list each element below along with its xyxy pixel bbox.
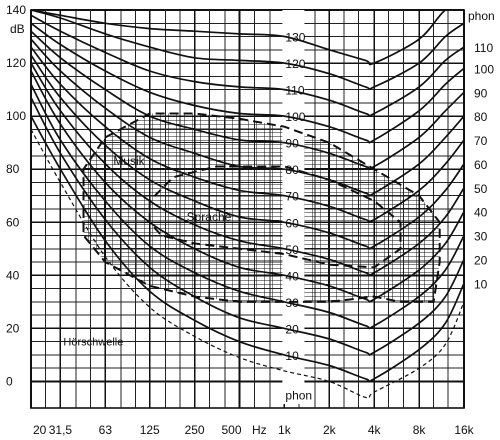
center-phon-label: 30	[285, 296, 299, 310]
right-phon-label: 30	[474, 230, 488, 244]
phon-curve-90	[31, 30, 464, 171]
right-phon-label: 100	[474, 62, 494, 76]
x-tick-label: 1k	[278, 423, 292, 437]
center-phon-label: 100	[285, 110, 305, 124]
x-tick-label: 16k	[454, 423, 474, 437]
center-phon-label: 110	[285, 84, 304, 98]
x-tick-label: 2k	[323, 423, 337, 437]
region-hatch-1	[149, 166, 401, 268]
phon-curve-80	[31, 38, 464, 197]
center-phon-label: 60	[285, 216, 299, 230]
x-tick-label: 125	[140, 423, 160, 437]
phon-curve-60	[31, 54, 464, 250]
y-tick-label: 100	[6, 109, 26, 123]
center-phon-label: 90	[285, 137, 299, 151]
hearing-threshold-label: Hörschwelle	[63, 337, 123, 349]
right-phon-label: 60	[474, 158, 488, 172]
phon-curve-20	[31, 97, 464, 356]
x-tick-label: 31,5	[49, 423, 73, 437]
x-tick-label: 500	[221, 423, 241, 437]
y-tick-label: 140	[6, 3, 26, 17]
hearing-threshold-curve	[31, 129, 464, 399]
region-outline-0	[82, 112, 441, 303]
x-tick-label: 63	[99, 423, 113, 437]
x-tick-label: 250	[185, 423, 205, 437]
right-phon-label: 40	[474, 206, 488, 220]
y-tick-label: 0	[6, 374, 13, 388]
region-label-sprache: Sprache	[187, 210, 232, 224]
phon-curve-100	[31, 22, 464, 144]
center-phon-label: 70	[285, 190, 299, 204]
right-phon-label: 90	[474, 86, 488, 100]
phon-curve-130	[31, 10, 448, 66]
right-phon-label: 80	[474, 110, 488, 124]
x-tick-label: 8k	[413, 423, 427, 437]
y-tick-label: 60	[6, 215, 20, 229]
center-phon-label: 130	[285, 31, 305, 45]
center-phon-label: 40	[285, 269, 299, 283]
phon-curve-110	[31, 14, 464, 117]
y-tick-label: 120	[6, 56, 26, 70]
phon-curve-30	[31, 83, 464, 330]
right-phon-label: 50	[474, 182, 488, 196]
region-outlines	[82, 112, 441, 303]
y-tick-label: 80	[6, 162, 20, 176]
center-phon-label: phon	[285, 389, 312, 403]
x-tick-label: 4k	[368, 423, 382, 437]
center-phon-label: 80	[285, 163, 299, 177]
region-label-musik: Musik	[113, 154, 145, 168]
x-tick-label: 20	[33, 423, 47, 437]
y-tick-label: 20	[6, 321, 20, 335]
phon-curve-10	[31, 115, 464, 383]
phon-curve-120	[31, 10, 464, 91]
phon-curve-50	[31, 62, 464, 277]
y-axis-unit: dB	[10, 22, 25, 36]
center-phon-label: 10	[285, 349, 299, 363]
phon-curve-70	[31, 46, 464, 224]
center-phon-label: 50	[285, 243, 299, 257]
x-axis-unit: Hz	[252, 423, 267, 437]
right-phon-label: 20	[474, 253, 488, 267]
right-phon-label: phon	[468, 9, 495, 23]
right-phon-label: 110	[474, 41, 493, 55]
right-phon-label: 10	[474, 277, 488, 291]
phon-curves	[31, 10, 464, 399]
center-phon-label: 120	[285, 57, 305, 71]
right-phon-label: 70	[474, 134, 488, 148]
center-phon-label: 20	[285, 322, 299, 336]
phon-curve-40	[31, 70, 464, 303]
y-tick-label: 40	[6, 268, 20, 282]
region-outline-1	[148, 165, 402, 269]
